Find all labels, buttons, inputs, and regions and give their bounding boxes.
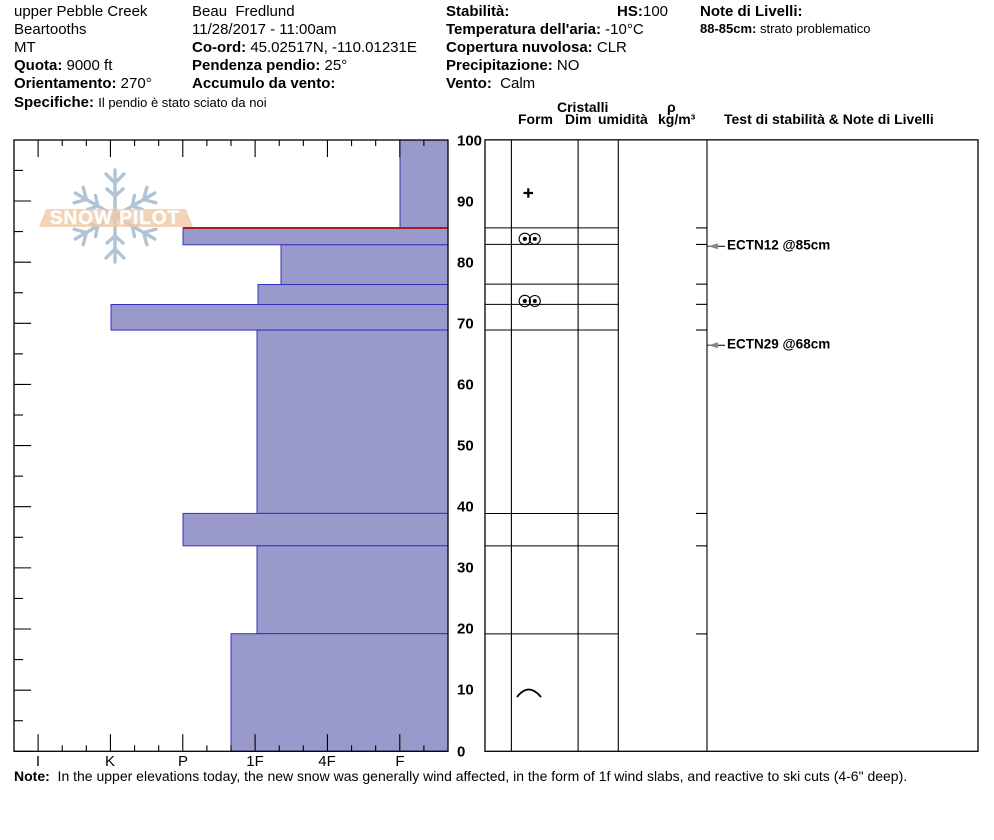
svg-text:70: 70 [457, 316, 474, 333]
svg-text:P: P [178, 753, 188, 770]
svg-text:40: 40 [457, 499, 474, 516]
svg-text:50: 50 [457, 438, 474, 455]
svg-text:K: K [105, 753, 115, 770]
svg-text:I: I [36, 753, 40, 770]
svg-text:SNOW PILOT: SNOW PILOT [50, 208, 180, 229]
svg-text:0: 0 [457, 744, 465, 761]
svg-text:30: 30 [457, 560, 474, 577]
svg-text:ECTN12 @85cm: ECTN12 @85cm [727, 238, 830, 253]
svg-text:F: F [395, 753, 404, 770]
svg-text:ECTN29 @68cm: ECTN29 @68cm [727, 337, 830, 352]
svg-text:80: 80 [457, 255, 474, 272]
svg-text:4F: 4F [318, 753, 336, 770]
svg-text:20: 20 [457, 621, 474, 638]
svg-text:10: 10 [457, 682, 474, 699]
svg-text:100: 100 [457, 133, 482, 150]
svg-text:60: 60 [457, 377, 474, 394]
svg-text:1F: 1F [246, 753, 264, 770]
svg-text:90: 90 [457, 194, 474, 211]
